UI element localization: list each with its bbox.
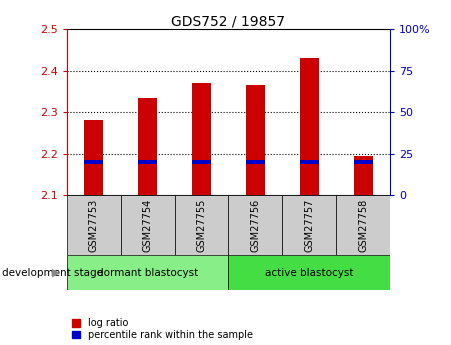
Bar — [84, 120, 103, 195]
Title: GDS752 / 19857: GDS752 / 19857 — [171, 14, 285, 28]
Bar — [300, 160, 319, 164]
Bar — [120, 195, 175, 255]
Bar — [192, 83, 211, 195]
Bar — [246, 85, 265, 195]
Text: GSM27757: GSM27757 — [304, 198, 314, 252]
Text: dormant blastocyst: dormant blastocyst — [97, 268, 198, 277]
Bar — [228, 195, 282, 255]
Bar — [246, 160, 265, 164]
Legend: log ratio, percentile rank within the sample: log ratio, percentile rank within the sa… — [72, 318, 253, 340]
Text: ▶: ▶ — [52, 268, 60, 277]
Text: development stage: development stage — [2, 268, 103, 277]
Bar — [336, 195, 390, 255]
Text: GSM27758: GSM27758 — [358, 198, 368, 252]
Text: GSM27753: GSM27753 — [89, 198, 99, 252]
Bar — [138, 160, 157, 164]
Bar — [192, 160, 211, 164]
Bar — [354, 156, 373, 195]
Bar — [282, 195, 336, 255]
Text: GSM27755: GSM27755 — [197, 198, 207, 252]
Text: GSM27754: GSM27754 — [143, 198, 152, 252]
Text: GSM27756: GSM27756 — [250, 198, 260, 252]
Text: active blastocyst: active blastocyst — [265, 268, 354, 277]
Bar — [354, 160, 373, 164]
Bar — [300, 58, 319, 195]
Bar — [67, 195, 120, 255]
Bar — [228, 255, 390, 290]
Bar — [138, 98, 157, 195]
Bar — [67, 255, 228, 290]
Bar — [175, 195, 228, 255]
Bar — [84, 160, 103, 164]
